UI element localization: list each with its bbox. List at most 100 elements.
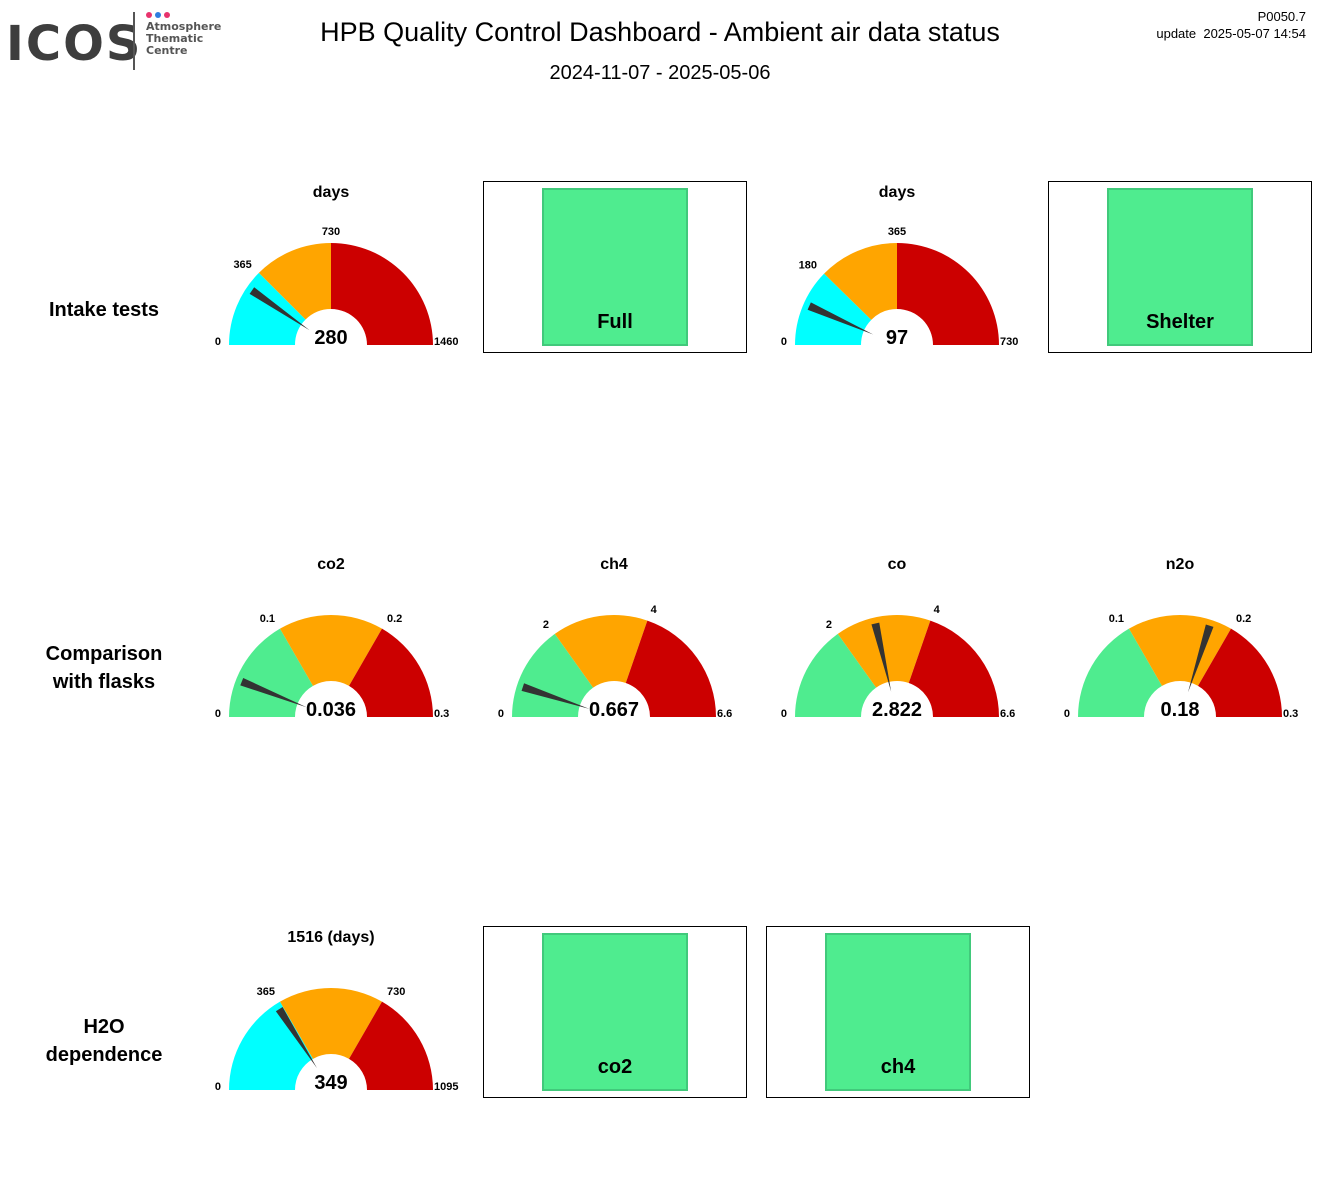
- gauge-zone-orange: [280, 615, 382, 686]
- gauge-tick-label: 1460: [434, 336, 458, 348]
- gauge-needle: [240, 677, 307, 708]
- status-label: ch4: [880, 1056, 916, 1078]
- gauge-tick-label: 365: [257, 986, 275, 998]
- gauge-title: days: [879, 184, 916, 201]
- gauge-zone-orange: [824, 243, 897, 320]
- gauge-tick-label: 4: [651, 604, 658, 616]
- gauge-title: co: [888, 556, 907, 573]
- gauge-zone-red: [349, 1001, 433, 1090]
- gauge-zone-orange: [280, 988, 382, 1059]
- gauge-value: 0.036: [306, 699, 356, 721]
- gauge-zone-red: [1198, 628, 1282, 717]
- logo-dots: [146, 12, 170, 18]
- gauge-tick-label: 6.6: [717, 708, 732, 720]
- row-label-flask-comparison: Comparison with flasks: [14, 640, 194, 696]
- gauge-tick-label: 0.3: [434, 708, 449, 720]
- row-label-line: Comparison: [45, 643, 163, 665]
- gauge-intake-shelter-days: days 0 180 365 730 97: [781, 184, 1018, 349]
- status-box-h2o-co2: co2: [483, 926, 747, 1098]
- status-label: co2: [597, 1056, 633, 1078]
- gauge-zone-red: [625, 620, 716, 717]
- gauge-zone-green: [795, 633, 877, 717]
- gauge-tick-label: 0: [781, 708, 787, 720]
- status-indicator-shelter: Shelter: [1107, 188, 1253, 346]
- logo-dot: [146, 12, 152, 18]
- logo-dot: [164, 12, 170, 18]
- gauge-value: 349: [314, 1072, 347, 1094]
- gauge-zone-red: [908, 620, 999, 717]
- gauge-needle: [521, 683, 590, 709]
- logo-dot: [155, 12, 161, 18]
- gauge-title: co2: [317, 556, 345, 573]
- gauge-tick-label: 0.2: [387, 613, 402, 625]
- status-box-intake-shelter: Shelter: [1048, 181, 1312, 353]
- logo-subtitle: Atmosphere Thematic Centre: [146, 21, 221, 57]
- gauge-flask-n2o: n2o 0 0.1 0.2 0.3 0.18: [1064, 556, 1298, 721]
- gauge-title: ch4: [600, 556, 628, 573]
- gauge-intake-full-days: days 0 365 730 1460 280: [215, 184, 459, 349]
- gauge-zone-green: [1078, 628, 1162, 717]
- row-label-intake-tests: Intake tests: [14, 296, 194, 324]
- gauge-tick-label: 730: [387, 986, 405, 998]
- gauge-tick-label: 365: [888, 226, 906, 238]
- gauge-tick-label: 0: [498, 708, 504, 720]
- gauge-needle: [871, 622, 892, 692]
- gauge-tick-label: 6.6: [1000, 708, 1015, 720]
- gauge-needle: [249, 287, 310, 331]
- gauge-flask-co2: co2 0 0.1 0.2 0.3 0.036: [215, 556, 449, 721]
- status-label: Shelter: [1146, 311, 1214, 333]
- gauge-tick-label: 2: [543, 619, 549, 631]
- gauge-tick-label: 180: [799, 260, 817, 272]
- status-indicator-full: Full: [542, 188, 688, 346]
- status-box-intake-full: Full: [483, 181, 747, 353]
- gauge-tick-label: 0.2: [1236, 613, 1251, 625]
- logo-wordmark: ICOS: [6, 16, 143, 72]
- icos-logo: ICOS Atmosphere Thematic Centre: [6, 8, 226, 74]
- status-indicator-ch4: ch4: [825, 933, 971, 1091]
- gauge-title: n2o: [1166, 556, 1195, 573]
- gauge-tick-label: 0.1: [260, 613, 275, 625]
- status-box-h2o-ch4: ch4: [766, 926, 1030, 1098]
- row-label-line: H2O: [83, 1016, 125, 1038]
- gauge-h2o-days: 1516 (days) 0 365 730 1095 349: [215, 929, 459, 1094]
- gauge-tick-label: 0: [1064, 708, 1070, 720]
- gauge-value: 280: [314, 327, 347, 349]
- gauge-zone-orange: [554, 615, 648, 688]
- gauge-value: 0.667: [589, 699, 639, 721]
- gauge-tick-label: 0.3: [1283, 708, 1298, 720]
- gauge-needle: [807, 302, 874, 335]
- gauge-tick-label: 0: [215, 336, 221, 348]
- gauge-value: 2.822: [872, 699, 922, 721]
- gauge-zone-green: [229, 628, 313, 717]
- logo-line-1: Atmosphere: [146, 20, 222, 33]
- page-title: HPB Quality Control Dashboard - Ambient …: [320, 17, 1000, 47]
- gauge-tick-label: 2: [826, 619, 832, 631]
- status-label: Full: [597, 311, 633, 333]
- row-label-line: dependence: [45, 1044, 163, 1066]
- gauge-tick-label: 0: [215, 1081, 221, 1093]
- logo-line-2: Thematic: [146, 32, 204, 45]
- gauge-tick-label: 0.1: [1109, 613, 1124, 625]
- row-label-h2o-dependence: H2O dependence: [14, 1013, 194, 1069]
- status-indicator-co2: co2: [542, 933, 688, 1091]
- gauge-tick-label: 0: [215, 708, 221, 720]
- gauge-zone-red: [349, 628, 433, 717]
- gauge-flask-ch4: ch4 0 2 4 6.6 0.667: [498, 556, 732, 721]
- gauge-title: 1516 (days): [287, 929, 374, 946]
- gauge-zone-red: [897, 243, 999, 345]
- gauge-tick-label: 4: [934, 604, 941, 616]
- row-label-line: with flasks: [52, 671, 156, 693]
- gauge-flask-co: co 0 2 4 6.6 2.822: [781, 556, 1015, 721]
- gauge-value: 0.18: [1161, 699, 1200, 721]
- gauge-tick-label: 0: [781, 336, 787, 348]
- update-timestamp: update 2025-05-07 14:54: [1156, 26, 1306, 41]
- gauge-zone-green: [512, 633, 594, 717]
- date-range: 2024-11-07 - 2025-05-06: [549, 62, 771, 84]
- gauge-tick-label: 730: [1000, 336, 1018, 348]
- gauge-tick-label: 365: [233, 259, 251, 271]
- gauge-needle: [1188, 624, 1214, 693]
- gauge-value: 97: [886, 327, 908, 349]
- gauge-needle: [275, 1006, 317, 1069]
- gauge-zone-red: [331, 243, 433, 345]
- version-label: P0050.7: [1257, 9, 1306, 24]
